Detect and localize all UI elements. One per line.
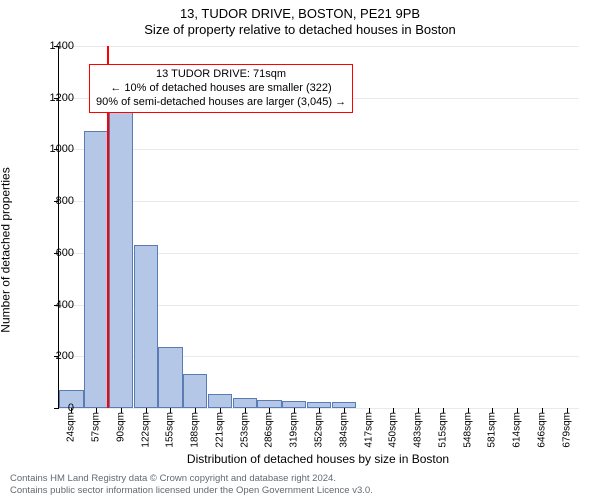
histogram-bar — [134, 245, 158, 408]
histogram-bar — [257, 400, 281, 408]
page-title: 13, TUDOR DRIVE, BOSTON, PE21 9PB — [0, 0, 600, 22]
xtick-label: 319sqm — [289, 412, 300, 448]
histogram-bar — [208, 394, 232, 408]
xtick-label: 384sqm — [338, 412, 349, 448]
ytick-label: 400 — [34, 299, 74, 311]
xtick-label: 221sqm — [214, 412, 225, 448]
gridline — [59, 201, 579, 202]
xtick-label: 548sqm — [462, 412, 473, 448]
xtick-label: 679sqm — [561, 412, 572, 448]
xtick-label: 417sqm — [363, 412, 374, 448]
ytick-label: 1200 — [34, 92, 74, 104]
histogram-bar — [282, 401, 306, 408]
xtick-label: 286sqm — [264, 412, 275, 448]
page-subtitle: Size of property relative to detached ho… — [0, 22, 600, 38]
xtick-label: 483sqm — [413, 412, 424, 448]
xtick-label: 253sqm — [239, 412, 250, 448]
xtick-label: 155sqm — [165, 412, 176, 448]
gridline — [59, 46, 579, 47]
ytick-label: 600 — [34, 247, 74, 259]
ytick-label: 0 — [34, 402, 74, 414]
x-axis-label: Distribution of detached houses by size … — [58, 452, 578, 466]
xtick-label: 188sqm — [190, 412, 201, 448]
gridline — [59, 149, 579, 150]
ytick-label: 800 — [34, 195, 74, 207]
chart-area: 24sqm57sqm90sqm122sqm155sqm188sqm221sqm2… — [58, 46, 579, 409]
xtick-label: 352sqm — [314, 412, 325, 448]
xtick-label: 24sqm — [66, 412, 77, 442]
xtick-label: 581sqm — [487, 412, 498, 448]
histogram-bar — [233, 398, 257, 408]
histogram-bar — [183, 374, 207, 408]
ytick-label: 1000 — [34, 143, 74, 155]
ytick-label: 1400 — [34, 40, 74, 52]
xtick-label: 646sqm — [536, 412, 547, 448]
y-axis-label: Number of detached properties — [0, 0, 16, 500]
ytick-label: 200 — [34, 350, 74, 362]
footer-attribution: Contains HM Land Registry data © Crown c… — [0, 473, 600, 497]
annotation-box: 13 TUDOR DRIVE: 71sqm← 10% of detached h… — [89, 64, 353, 113]
histogram-bar — [109, 108, 133, 408]
xtick-label: 515sqm — [437, 412, 448, 448]
xtick-label: 614sqm — [512, 412, 523, 448]
xtick-label: 450sqm — [388, 412, 399, 448]
histogram-bar — [158, 347, 182, 408]
histogram-bar — [84, 131, 108, 408]
xtick-label: 122sqm — [140, 412, 151, 448]
xtick-label: 90sqm — [115, 412, 126, 442]
xtick-label: 57sqm — [91, 412, 102, 442]
